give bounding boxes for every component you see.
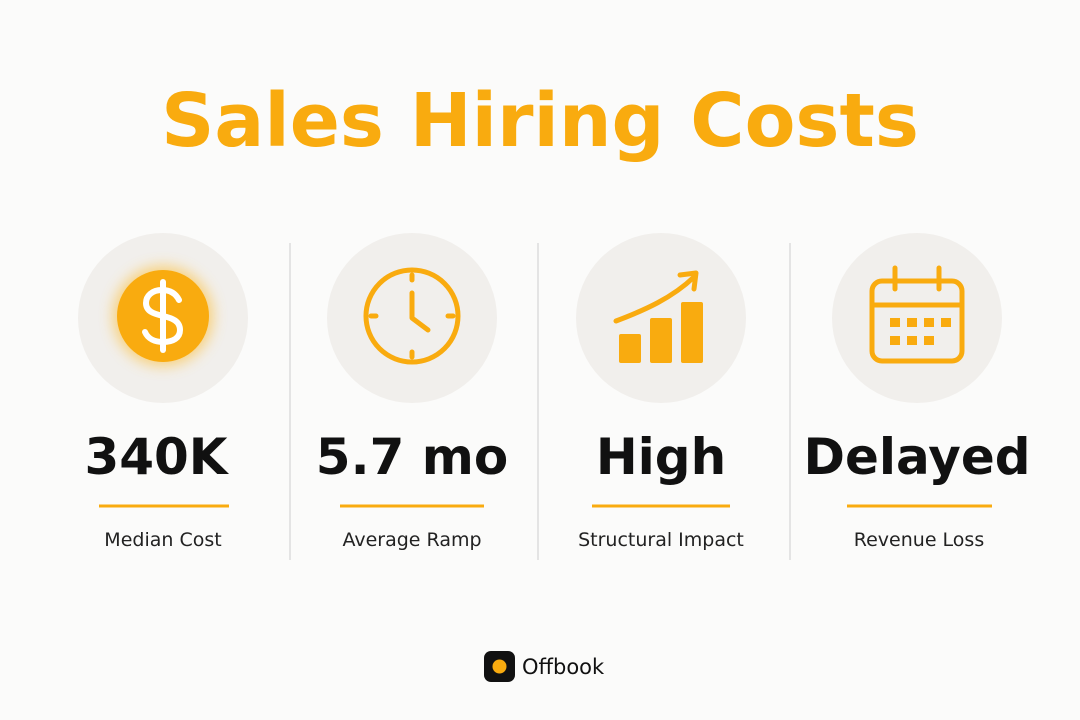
brand: Offbook — [484, 651, 605, 682]
stat-label: Median Cost — [104, 529, 221, 551]
stat-value: 5.7 mo — [316, 428, 508, 486]
stats: 340K 5.7 mo High Delayed Median Cost Ave… — [84, 428, 1030, 551]
title: Sales Hiring Costs — [161, 78, 919, 164]
stat-label: Revenue Loss — [854, 529, 984, 551]
stat-label: Average Ramp — [342, 529, 481, 551]
stat-label: Structural Impact — [578, 529, 744, 551]
dollar-icon — [113, 266, 213, 366]
growth-icon — [613, 270, 703, 363]
stat-value: Delayed — [803, 428, 1030, 486]
stat-value: 340K — [84, 428, 229, 486]
clock-icon — [363, 267, 461, 365]
brand-name: Offbook — [522, 655, 605, 679]
calendar-icon — [869, 265, 965, 364]
dividers — [289, 243, 791, 560]
stat-value: High — [596, 428, 726, 486]
